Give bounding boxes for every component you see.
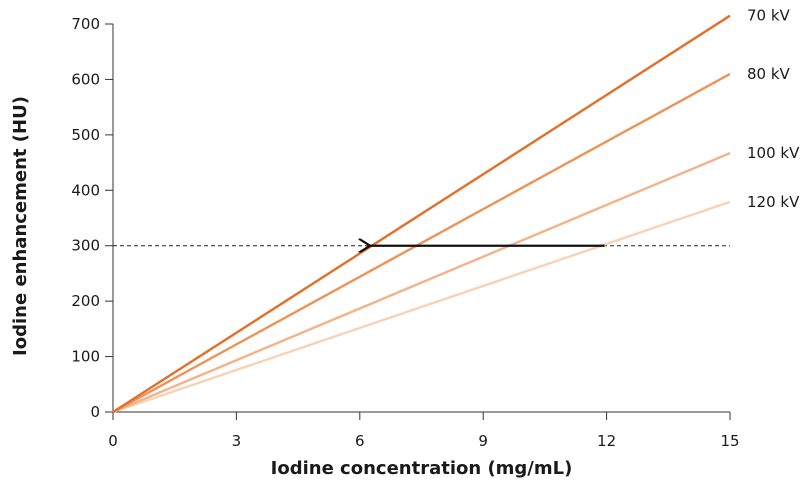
y-tick-label: 0 (90, 403, 100, 421)
labels-group: 70 kV 80 kV 100 kV 120 kV (747, 7, 800, 211)
series-label-120-kv: 120 kV (747, 193, 800, 211)
series-label-100-kv: 100 kV (747, 144, 800, 162)
y-tick-label: 100 (71, 348, 100, 366)
series-group (112, 14, 731, 414)
x-tick-label: 9 (478, 432, 488, 450)
x-tick-label: 0 (108, 432, 118, 450)
series-label-80-kv: 80 kV (747, 65, 791, 83)
y-tick-label: 300 (71, 237, 100, 255)
x-axis-title: Iodine concentration (mg/mL) (271, 458, 573, 479)
series-line-70-kv (112, 14, 731, 414)
series-line-80-kv (112, 72, 731, 414)
y-tick-label: 700 (71, 15, 100, 33)
y-axis-title: Iodine enhancement (HU) (10, 96, 31, 356)
y-tick-label: 200 (71, 292, 100, 310)
axes: 0 100 200 300 400 500 600 700 0 3 6 9 12 15 Iodine con… (10, 15, 740, 479)
x-tick-label: 12 (597, 432, 616, 450)
y-tick-label: 500 (71, 126, 100, 144)
x-tick-label: 6 (355, 432, 365, 450)
series-line-120-kv (112, 200, 731, 414)
x-tick-label: 15 (720, 432, 739, 450)
x-tick-label: 3 (232, 432, 242, 450)
y-tick-label: 400 (71, 181, 100, 199)
series-line-100-kv (112, 152, 731, 414)
y-tick-label: 600 (71, 70, 100, 88)
series-label-70-kv: 70 kV (747, 7, 791, 25)
